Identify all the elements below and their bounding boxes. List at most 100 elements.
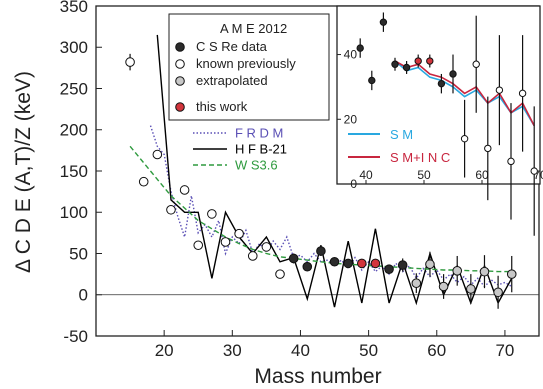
marker-legend-title: A M E 2012 [220,21,287,36]
inset-axis-ticks: 40 50 60 70 0 20 40 [337,48,543,191]
legend-label: C S Re data [196,39,268,54]
legend-marker-gray [175,76,185,86]
data-point-filled-dark [449,70,457,78]
data-point-filled-dark [329,256,340,267]
x-tick-label: 70 [495,341,514,360]
inset-legend-label: S M [390,127,413,142]
inset-legend: S M S M+I N C [348,127,450,165]
y-tick-label: 0 [79,286,88,305]
data-point-open [179,185,190,195]
data-point-open [234,228,244,239]
inset-plot-frame [336,5,541,185]
data-point-open [220,237,231,247]
data-point-open [275,269,285,279]
data-point-open [495,86,504,94]
y-axis-label: Δ C D E (A,T)/Z (keV) [12,71,35,273]
legend-label: extrapolated [196,73,268,88]
x-tick-label: 40 [291,341,310,360]
legend-line-label: W S3.6 [235,158,278,173]
data-point-filled-dark [343,258,353,269]
x-tick-label: 70 [533,168,543,182]
data-point-filled-dark [437,79,446,88]
data-point-gray [466,284,476,294]
legend-line-label: H F B-21 [235,142,287,157]
main-model-lines [129,34,513,308]
data-point-filled-dark [288,253,299,264]
x-axis-label: Mass number [254,365,381,388]
data-point-filled-dark [356,44,364,52]
legend-line-label: F R D M [235,126,283,141]
data-point-open [530,167,538,175]
y-tick-label: 300 [60,38,88,57]
data-point-open [460,134,469,143]
data-point-gray [452,266,463,276]
data-point-gray [425,259,435,270]
data-point-open [207,209,217,219]
data-point-open [247,251,258,261]
data-point-gray [493,287,503,298]
data-point-open [261,242,272,252]
data-point-gray [479,266,490,277]
y-tick-label: 250 [60,79,88,98]
data-point-gray [411,278,422,289]
x-tick-label: 50 [359,341,378,360]
legend-marker-filled-dark [175,42,185,52]
y-tick-label: 100 [60,203,88,222]
data-point-red [426,57,434,65]
data-point-open [484,144,492,153]
data-point-filled-dark [391,60,399,68]
legend-marker-open [175,59,185,69]
data-point-open [193,240,204,251]
main-data-points [125,53,517,309]
line-legend: F R D MH F B-21W S3.6 [193,126,287,173]
data-point-open [507,157,515,166]
data-point-open [138,176,149,187]
legend-label: this work [196,99,248,114]
data-point-red [357,258,367,269]
y-tick-label: 0 [350,177,357,191]
y-tick-label: 40 [344,48,358,62]
data-point-filled-dark [302,261,313,272]
marker-legend: A M E 2012 C S Re data known previously ex… [168,13,330,121]
inset-legend-label: S M+I N C [390,150,450,165]
data-point-filled-dark [379,18,388,26]
data-point-filled-dark [384,264,394,274]
series-line-h-f-b-21 [156,34,513,308]
data-point-open [166,204,176,215]
x-tick-label: 20 [155,341,174,360]
data-point-gray [438,281,449,292]
y-tick-label: -50 [63,327,88,346]
y-tick-label: 350 [60,0,88,16]
data-point-open [152,149,163,160]
series-line-w-s3-6 [129,145,512,273]
series-line-f-r-d-m [149,125,513,288]
y-tick-label: 200 [60,121,88,140]
y-tick-label: 50 [69,244,88,263]
legend-label: known previously [196,56,296,71]
y-tick-label: 20 [344,112,358,126]
x-tick-label: 60 [475,168,489,182]
x-tick-label: 40 [359,168,373,182]
data-point-open [472,60,480,68]
data-point-gray [506,269,517,279]
inset-data-points [356,12,538,236]
marker-legend-items: C S Re data known previously extrapolated t… [175,39,296,114]
x-tick-label: 50 [417,168,431,182]
legend-marker-red [175,102,185,112]
inset-plot: 40 50 60 70 0 20 40 S M S M+I N C [336,5,543,236]
x-tick-label: 60 [427,341,446,360]
data-point-open [125,57,135,67]
data-point-filled-dark [397,260,408,270]
y-tick-label: 150 [60,162,88,181]
data-point-filled-dark [316,246,326,256]
data-point-filled-dark [402,63,411,72]
data-point-filled-dark [368,76,376,85]
marker-legend-box [168,13,330,121]
data-point-red [414,57,422,65]
data-point-red [370,258,381,269]
x-tick-label: 30 [223,341,242,360]
data-point-open [518,89,527,98]
